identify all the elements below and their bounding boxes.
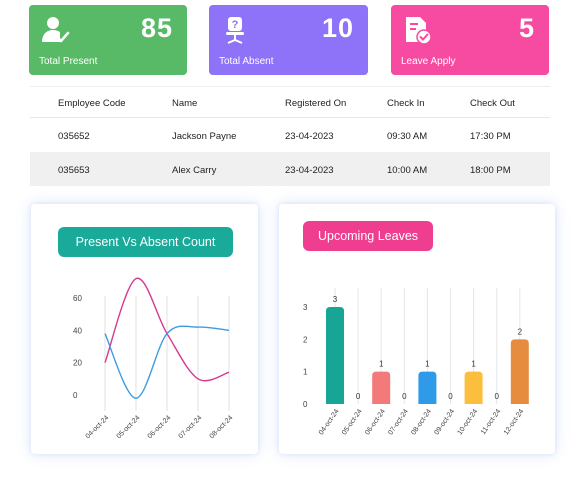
line-series-pink	[104, 277, 230, 382]
total-present-label: Total Present	[39, 56, 98, 67]
bar-data-label: 3	[333, 295, 338, 304]
bar-x-tick-label: 10-oct-24	[457, 408, 480, 436]
bar-data-label: 0	[402, 392, 407, 401]
user-check-icon	[42, 17, 70, 43]
attendance-table: Employee Code Name Registered On Check I…	[30, 86, 550, 186]
line-y-tick-label: 20	[73, 359, 82, 368]
header-employee-code[interactable]: Employee Code	[58, 98, 126, 109]
present-vs-absent-chart: 04-oct-24 05-oct-24 06-oct-24 07-oct-24 08-o…	[73, 277, 235, 440]
empty-chair-question-icon: ?	[226, 17, 244, 44]
total-absent-card[interactable]: ? 10 Total Absent	[209, 5, 368, 75]
bar-data-label: 1	[425, 360, 430, 369]
bar-x-tick-label: 07-oct-24	[387, 408, 410, 436]
bar-data-label: 0	[494, 392, 499, 401]
present-vs-absent-panel: Present Vs Absent Count 04-oct-24 05-oct-…	[31, 204, 258, 454]
line-x-tick-label: 04-oct-24	[85, 414, 111, 440]
bar[interactable]	[510, 339, 529, 404]
bar-x-tick-label: 06-oct-24	[364, 408, 387, 436]
present-vs-absent-title: Present Vs Absent Count	[58, 227, 233, 257]
bar-data-label: 0	[448, 392, 453, 401]
bar[interactable]	[326, 307, 344, 404]
header-check-out[interactable]: Check Out	[470, 98, 515, 109]
line-x-tick-label: 06-oct-24	[147, 414, 173, 440]
bar-x-tick-label: 12-oct-24	[503, 408, 526, 436]
document-check-icon	[406, 17, 432, 45]
header-check-in[interactable]: Check In	[387, 98, 425, 109]
bar-data-label: 2	[518, 327, 523, 336]
table-row[interactable]: 035652 Jackson Payne 23-04-2023 09:30 AM…	[30, 119, 550, 153]
cell-name: Jackson Payne	[172, 131, 237, 142]
leave-apply-value: 5	[518, 13, 535, 43]
bar-x-tick-label: 04-oct-24	[318, 408, 341, 436]
svg-text:?: ?	[232, 19, 239, 31]
leave-apply-label: Leave Apply	[401, 56, 456, 67]
total-absent-label: Total Absent	[219, 56, 274, 67]
bar-x-tick-label: 05-oct-24	[341, 408, 364, 436]
header-name[interactable]: Name	[172, 98, 198, 109]
upcoming-leaves-panel: Upcoming Leaves 0 1 2 3 3 04-oct-24 0 05-oct-24…	[279, 204, 555, 454]
bar-data-label: 0	[356, 392, 361, 401]
bar-data-label: 1	[471, 360, 476, 369]
total-absent-value: 10	[321, 13, 354, 43]
cell-employee-code: 035653	[58, 165, 90, 176]
cell-check-in: 09:30 AM	[387, 131, 428, 142]
cell-check-out: 17:30 PM	[470, 131, 511, 142]
line-x-tick-label: 05-oct-24	[116, 414, 142, 440]
table-row[interactable]: 035653 Alex Carry 23-04-2023 10:00 AM 18…	[30, 153, 550, 186]
bar-x-tick-label: 11-oct-24	[480, 408, 502, 436]
bar[interactable]	[464, 371, 483, 404]
cell-check-in: 10:00 AM	[387, 165, 428, 176]
cell-registered-on: 23-04-2023	[285, 165, 334, 176]
line-y-tick-label: 40	[73, 326, 82, 335]
header-registered-on[interactable]: Registered On	[285, 98, 347, 109]
cell-registered-on: 23-04-2023	[285, 131, 334, 142]
bar-y-tick-label: 2	[303, 335, 308, 344]
line-y-tick-label: 60	[73, 294, 82, 303]
table-header-row: Employee Code Name Registered On Check I…	[30, 86, 550, 118]
line-series-blue	[104, 325, 230, 399]
line-x-tick-label: 07-oct-24	[178, 414, 204, 440]
cell-employee-code: 035652	[58, 131, 90, 142]
cell-check-out: 18:00 PM	[470, 165, 511, 176]
cell-name: Alex Carry	[172, 165, 217, 176]
bar-y-tick-label: 0	[303, 400, 308, 409]
upcoming-leaves-chart: 0123304-oct-24005-oct-24106-oct-24007-oc…	[303, 288, 529, 436]
bar-y-tick-label: 3	[303, 303, 308, 312]
bar[interactable]	[372, 371, 391, 404]
line-y-tick-label: 0	[73, 391, 78, 400]
bar-x-tick-label: 09-oct-24	[433, 408, 456, 436]
leave-apply-card[interactable]: 5 Leave Apply	[391, 5, 549, 75]
line-x-tick-label: 08-oct-24	[209, 414, 235, 440]
total-present-value: 85	[140, 13, 173, 43]
upcoming-leaves-title: Upcoming Leaves	[303, 221, 433, 251]
bar[interactable]	[418, 371, 437, 404]
bar-x-tick-label: 08-oct-24	[410, 408, 433, 436]
bar-y-tick-label: 1	[303, 368, 308, 377]
bar-data-label: 1	[379, 360, 384, 369]
total-present-card[interactable]: 85 Total Present	[29, 5, 187, 75]
